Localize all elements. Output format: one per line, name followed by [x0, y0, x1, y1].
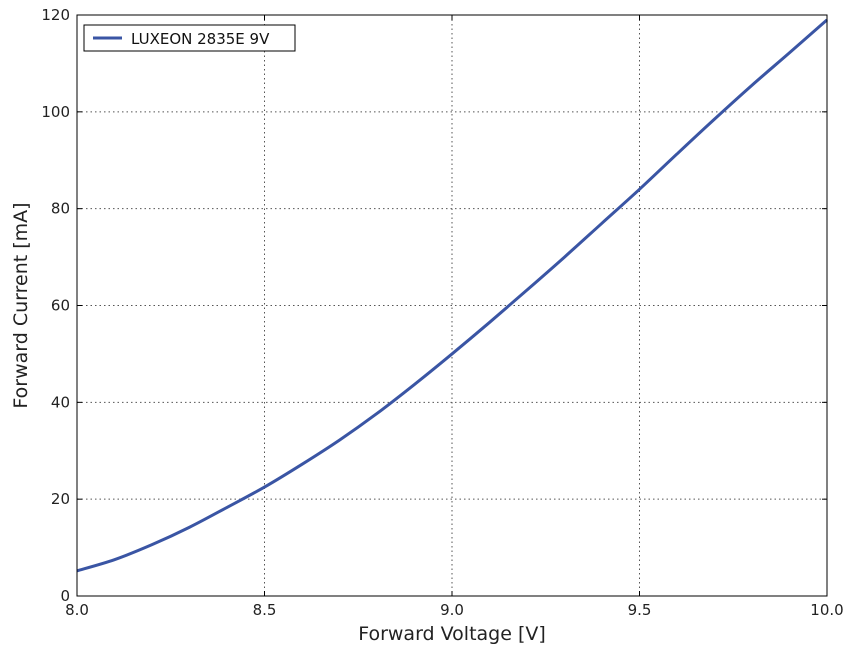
series-line-0: [76, 18, 828, 573]
y-tick-label: 0: [60, 587, 70, 605]
series-layer: [76, 18, 828, 573]
x-tick-label: 9.5: [628, 601, 652, 619]
grid: [76, 14, 828, 597]
y-axis-label: Forward Current [mA]: [10, 202, 32, 408]
y-tick-label: 60: [51, 297, 70, 315]
y-tick-label: 20: [51, 490, 70, 508]
legend-entry-label: LUXEON 2835E 9V: [131, 30, 270, 48]
ticks: 8.0 8.5 9.0 9.5 10.0 0 20 40 60 80 100 120: [41, 6, 843, 619]
x-axis-label: Forward Voltage [V]: [358, 623, 546, 645]
y-tick-label: 120: [41, 6, 70, 24]
y-tick-label: 40: [51, 393, 70, 411]
y-tick-label: 80: [51, 200, 70, 218]
y-tick-label: 100: [41, 103, 70, 121]
x-tick-label: 8.5: [253, 601, 277, 619]
x-tick-label: 10.0: [810, 601, 843, 619]
x-tick-label: 9.0: [440, 601, 464, 619]
x-tick-label: 8.0: [65, 601, 89, 619]
legend: LUXEON 2835E 9V: [83, 24, 296, 52]
